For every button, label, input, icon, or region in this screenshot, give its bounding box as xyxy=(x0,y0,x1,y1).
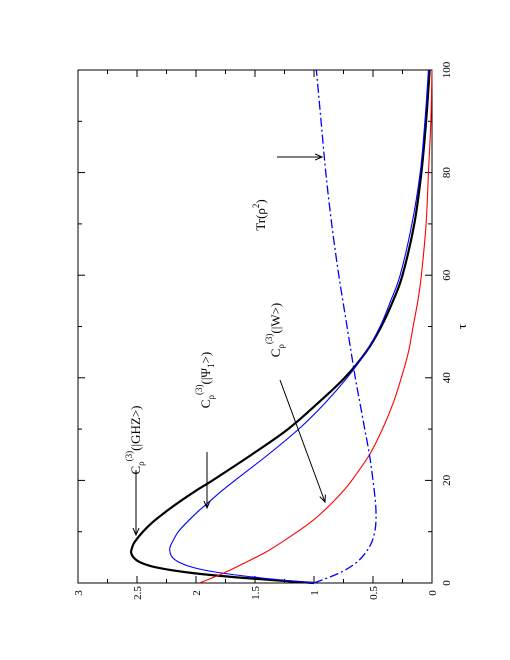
y-tick-label: 2.5 xyxy=(132,586,144,600)
annotation-label-ghz: Cρ(3)(|GHZ>) xyxy=(124,406,146,475)
annotation-tail: (|W>) xyxy=(268,303,283,334)
plot-frame xyxy=(77,69,433,584)
x-axis-label: τ xyxy=(454,324,469,329)
annotation-tail-end: >) xyxy=(198,352,213,364)
annotation-main: C xyxy=(198,400,213,409)
annotation-superscript: 2 xyxy=(251,204,261,209)
y-tick-label: 1.5 xyxy=(250,586,262,600)
y-tick-label: 2 xyxy=(191,590,203,596)
y-tick-label: 1 xyxy=(309,590,321,596)
x-tick-label: 0 xyxy=(441,580,453,586)
y-tick-label: 0.5 xyxy=(368,586,380,600)
annotation-superscript: (3) xyxy=(264,334,274,345)
annotation-subscript: ρ xyxy=(136,461,146,466)
y-tick-label: 3 xyxy=(73,590,85,596)
annotation-arrow-w xyxy=(279,379,325,502)
series-line-psi1 xyxy=(169,69,430,584)
annotation-label-psi1: Cρ(3)(|Ψ1>) xyxy=(194,352,216,408)
series-line-w xyxy=(199,69,433,584)
x-tick-label: 40 xyxy=(441,372,453,384)
annotation-superscript: (3) xyxy=(124,451,134,462)
x-tick-label: 60 xyxy=(441,269,453,281)
series-line-ghz xyxy=(129,69,431,585)
x-tick-label: 20 xyxy=(441,474,453,486)
annotation-tail: (|GHZ>) xyxy=(128,406,143,451)
axes: 0 20 40 60 80 100 0 0.5 1 1.5 2 2.5 3 τ xyxy=(73,61,469,600)
annotation-subscript: ρ xyxy=(276,344,286,349)
annotation-main: C xyxy=(128,466,143,475)
annotation-tail-subscript: 1 xyxy=(206,363,216,368)
annotations-layer: Cρ(3)(|GHZ>)Cρ(3)(|Ψ1>) Cρ(3)(|W>)Tr(ρ2) xyxy=(124,157,325,535)
annotation-superscript: (3) xyxy=(194,385,204,396)
annotation-tail: (|Ψ xyxy=(198,368,213,385)
series-line-tr xyxy=(313,69,377,584)
series-layer xyxy=(129,69,433,585)
annotation-tail: ) xyxy=(253,199,268,203)
y-tick-label: 0 xyxy=(427,590,439,596)
annotation-main: Tr(ρ xyxy=(253,208,268,231)
annotation-main: C xyxy=(268,349,283,358)
annotation-label-w: Cρ(3)(|W>) xyxy=(264,303,286,358)
x-tick-label: 100 xyxy=(441,61,453,78)
x-tick-label: 80 xyxy=(441,167,453,179)
annotation-subscript: ρ xyxy=(206,395,216,400)
annotation-label-tr: Tr(ρ2) xyxy=(251,199,268,230)
